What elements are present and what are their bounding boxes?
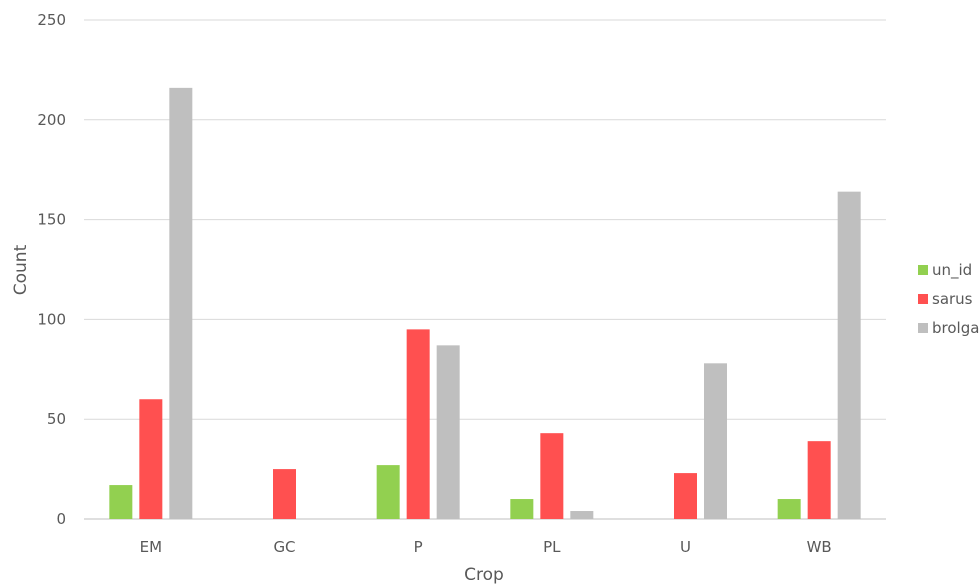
bar-sarus-U [674,473,697,519]
y-tick-label: 150 [37,211,66,229]
bar-sarus-WB [807,441,831,519]
y-tick-label: 50 [47,410,66,428]
x-tick-label: WB [807,538,832,556]
legend-label-un_id: un_id [932,261,972,280]
legend-swatch-brolga [918,323,928,333]
bar-brolga-PL [570,511,594,519]
bar-un_id-WB [777,499,801,519]
x-tick-label: P [414,538,423,556]
x-tick-label: EM [140,538,162,556]
y-tick-label: 250 [37,11,66,29]
y-tick-label: 0 [56,510,66,528]
bar-un_id-EM [109,485,133,519]
legend-label-sarus: sarus [932,290,973,308]
legend-swatch-un_id [918,265,928,275]
bar-sarus-GC [273,469,296,519]
y-axis-ticks: 0 50 100 150 200 250 [37,11,66,528]
y-axis-title: Count [11,244,31,295]
x-axis-title: Crop [464,565,504,584]
x-tick-label: GC [273,538,295,556]
x-tick-label: U [680,538,691,556]
legend-label-brolga: brolga [932,319,979,337]
bar-brolga-WB [837,191,861,519]
bar-sarus-EM [139,399,163,519]
bar-un_id-PL [510,499,534,519]
y-tick-label: 100 [37,310,66,328]
x-axis-ticks: EM GC P PL U WB [140,538,832,556]
legend-swatch-sarus [918,294,928,304]
y-tick-label: 200 [37,111,66,129]
bars [109,87,861,519]
bar-sarus-PL [540,433,564,519]
x-tick-label: PL [543,538,561,556]
bar-brolga-EM [169,87,193,519]
bar-brolga-U [704,363,727,519]
bar-un_id-P [376,465,400,519]
bar-brolga-P [436,345,460,519]
gridlines [84,19,886,520]
bar-sarus-P [406,329,430,519]
